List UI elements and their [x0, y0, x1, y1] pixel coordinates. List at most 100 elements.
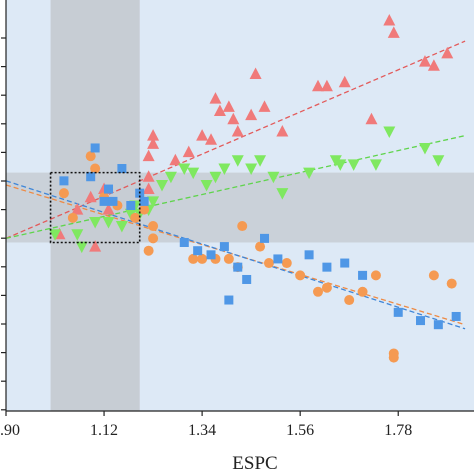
axes-layer: 0.90 1.12 1.34 1.56 1.78	[0, 0, 474, 439]
x-axis-title: ESPC	[232, 453, 277, 474]
data-point-circle	[321, 282, 332, 293]
data-point-triangle-up	[205, 133, 218, 145]
data-point-square	[179, 237, 189, 247]
data-point-square	[139, 196, 149, 206]
data-point-triangle-down	[334, 159, 347, 171]
data-point-triangle-down	[178, 163, 191, 176]
data-point-triangle-down	[200, 179, 213, 192]
data-point-triangle-down	[147, 196, 160, 208]
data-point-circle	[237, 221, 248, 232]
dotted-highlight-box	[49, 171, 141, 244]
data-point-triangle-down	[102, 216, 115, 229]
data-point-square	[233, 262, 243, 272]
data-point-circle	[130, 212, 141, 223]
data-point-triangle-up	[338, 75, 351, 88]
data-point-triangle-up	[147, 137, 160, 149]
data-point-square	[451, 311, 461, 321]
data-point-triangle-down	[369, 159, 382, 171]
data-point-circle	[357, 286, 368, 297]
x-tick-label: 1.12	[90, 422, 118, 439]
data-point-circle	[188, 253, 199, 264]
x-tick-label: 1.78	[384, 422, 412, 439]
data-point-square	[126, 201, 136, 210]
data-point-circle	[428, 270, 439, 281]
data-point-triangle-down	[209, 171, 222, 184]
data-point-triangle-up	[383, 14, 396, 26]
data-point-square	[273, 254, 283, 264]
trend-lines-layer	[5, 40, 466, 330]
data-point-square	[193, 246, 203, 256]
data-point-square	[206, 250, 216, 260]
data-point-triangle-up	[213, 104, 226, 116]
data-point-circle	[295, 270, 306, 281]
data-point-square	[242, 274, 252, 284]
trend-line-triangle-down	[5, 134, 466, 240]
data-point-square	[433, 320, 443, 330]
data-point-circle	[143, 245, 154, 256]
data-point-triangle-up	[147, 129, 160, 141]
data-point-square	[260, 233, 270, 243]
data-point-square	[322, 262, 332, 272]
data-point-triangle-up	[231, 125, 244, 137]
data-point-square	[358, 270, 368, 280]
data-point-triangle-down	[156, 179, 168, 192]
data-point-triangle-down	[245, 163, 258, 176]
data-point-circle	[263, 258, 274, 269]
data-point-circle	[90, 163, 101, 174]
data-point-triangle-down	[124, 208, 137, 221]
data-point-circle	[223, 253, 234, 264]
data-point-square	[104, 184, 114, 194]
data-point-square	[224, 295, 234, 305]
data-point-triangle-up	[365, 112, 378, 125]
data-point-triangle-down	[187, 167, 200, 180]
data-point-triangle-down	[75, 241, 88, 254]
data-point-triangle-down	[418, 142, 431, 155]
data-point-square	[304, 250, 314, 260]
data-point-circle	[255, 241, 266, 252]
data-point-triangle-down	[303, 167, 316, 180]
data-point-triangle-up	[441, 46, 454, 59]
x-tick-label: 1.34	[188, 422, 216, 439]
data-point-circle	[139, 204, 150, 215]
data-point-triangle-up	[258, 100, 271, 112]
data-point-circle	[446, 278, 457, 289]
data-point-triangle-down	[49, 229, 62, 241]
data-point-triangle-down	[71, 229, 84, 241]
data-points-layer	[49, 14, 461, 363]
data-point-square	[108, 196, 118, 206]
trend-line-square	[5, 180, 466, 330]
data-point-triangle-down	[231, 155, 244, 167]
data-point-triangle-down	[164, 171, 177, 184]
data-point-triangle-up	[142, 170, 155, 182]
data-point-triangle-up	[71, 203, 84, 215]
data-point-triangle-up	[196, 129, 209, 141]
data-point-square	[117, 164, 127, 174]
data-point-triangle-down	[218, 163, 231, 176]
data-point-square	[99, 196, 109, 206]
data-point-triangle-down	[115, 221, 128, 233]
data-point-circle	[344, 295, 355, 306]
data-point-triangle-up	[169, 153, 182, 166]
data-point-circle	[197, 253, 208, 264]
data-point-triangle-up	[249, 67, 262, 79]
data-point-triangle-up	[320, 79, 333, 92]
data-point-triangle-up	[245, 108, 258, 121]
horizontal-shaded-band	[6, 172, 474, 243]
data-point-triangle-up	[142, 182, 155, 195]
x-tick-label: 0.90	[0, 422, 20, 439]
data-point-triangle-up	[418, 55, 431, 67]
data-point-circle	[281, 258, 292, 269]
data-point-square	[416, 316, 426, 326]
data-point-triangle-up	[89, 240, 102, 252]
data-point-circle	[148, 233, 159, 244]
data-point-square	[59, 176, 69, 186]
data-point-square	[393, 307, 403, 317]
data-point-square	[86, 172, 96, 182]
data-point-triangle-down	[89, 216, 102, 229]
data-point-circle	[370, 270, 381, 281]
data-point-circle	[148, 221, 159, 232]
data-point-circle	[67, 212, 78, 223]
data-point-triangle-up	[84, 190, 97, 203]
